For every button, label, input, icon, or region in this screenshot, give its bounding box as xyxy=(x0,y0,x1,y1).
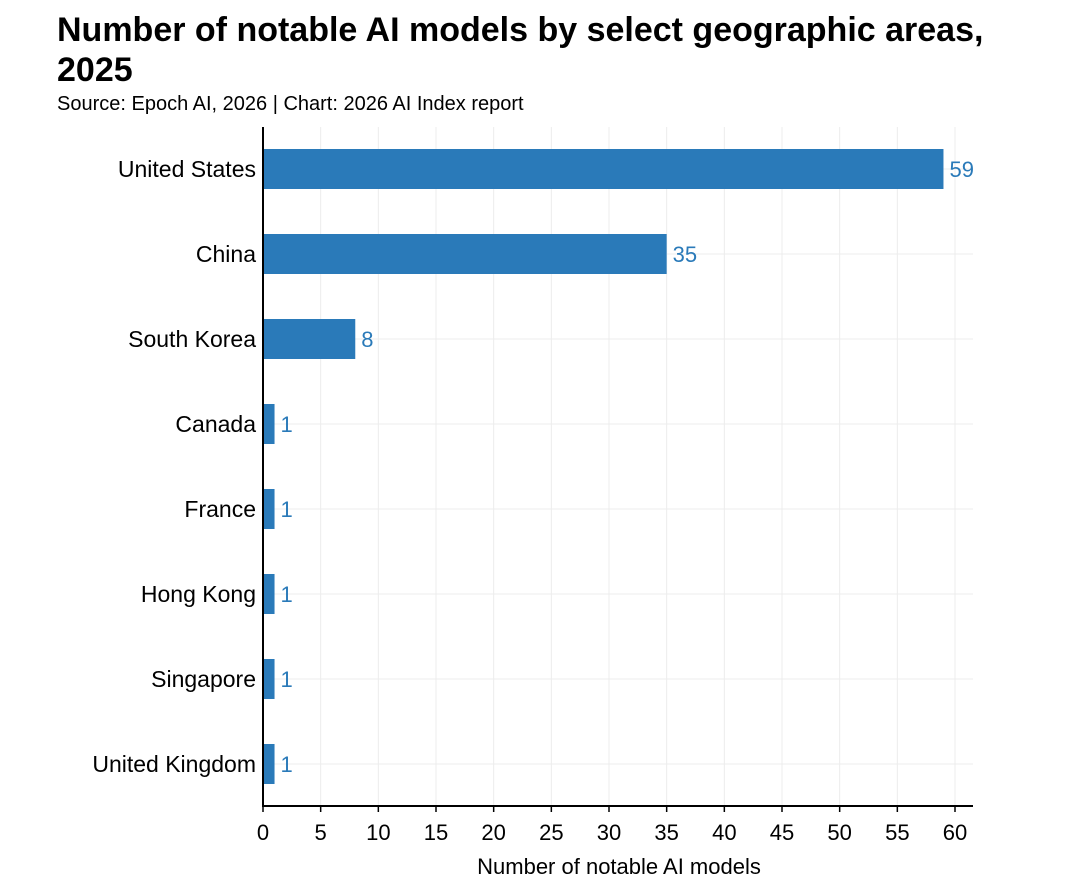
bar xyxy=(263,234,667,274)
category-label: South Korea xyxy=(128,326,256,352)
data-label: 1 xyxy=(281,412,293,437)
category-label: Canada xyxy=(175,411,256,437)
chart-title: Number of notable AI models by select ge… xyxy=(57,11,984,89)
bar xyxy=(263,489,275,529)
axes xyxy=(262,127,973,812)
data-label: 35 xyxy=(673,242,697,267)
chart-subtitle: Source: Epoch AI, 2026 | Chart: 2026 AI … xyxy=(57,93,524,115)
x-tick-label: 30 xyxy=(597,820,621,845)
bar xyxy=(263,659,275,699)
data-label: 1 xyxy=(281,582,293,607)
category-label: France xyxy=(184,496,256,522)
x-tick-label: 45 xyxy=(770,820,794,845)
gridlines xyxy=(262,127,973,806)
category-label: United States xyxy=(118,156,256,182)
x-tick-label: 60 xyxy=(943,820,967,845)
x-tick-label: 15 xyxy=(424,820,448,845)
bar xyxy=(263,404,275,444)
x-tick-label: 20 xyxy=(481,820,505,845)
bar xyxy=(263,319,356,359)
x-tick-label: 10 xyxy=(366,820,390,845)
data-label: 1 xyxy=(281,667,293,692)
x-tick-label: 40 xyxy=(712,820,736,845)
x-tick-label: 35 xyxy=(654,820,678,845)
category-label: United Kingdom xyxy=(92,751,256,777)
data-label: 1 xyxy=(281,497,293,522)
data-label: 1 xyxy=(281,752,293,777)
category-label: Hong Kong xyxy=(141,581,256,607)
x-tick-label: 25 xyxy=(539,820,563,845)
bar xyxy=(263,149,944,189)
data-label: 8 xyxy=(361,327,373,352)
x-tick-label: 5 xyxy=(315,820,327,845)
bars xyxy=(263,149,944,784)
x-tick-label: 0 xyxy=(257,820,269,845)
bar xyxy=(263,744,275,784)
x-tick-label: 50 xyxy=(827,820,851,845)
x-tick-label: 55 xyxy=(885,820,909,845)
x-axis-title: Number of notable AI models xyxy=(477,854,761,879)
data-label: 59 xyxy=(949,157,973,182)
category-label: Singapore xyxy=(151,666,256,692)
category-label: China xyxy=(196,241,256,267)
labels: United States 59 China 35 South Korea 8 Canada… xyxy=(92,156,974,879)
bar xyxy=(263,574,275,614)
